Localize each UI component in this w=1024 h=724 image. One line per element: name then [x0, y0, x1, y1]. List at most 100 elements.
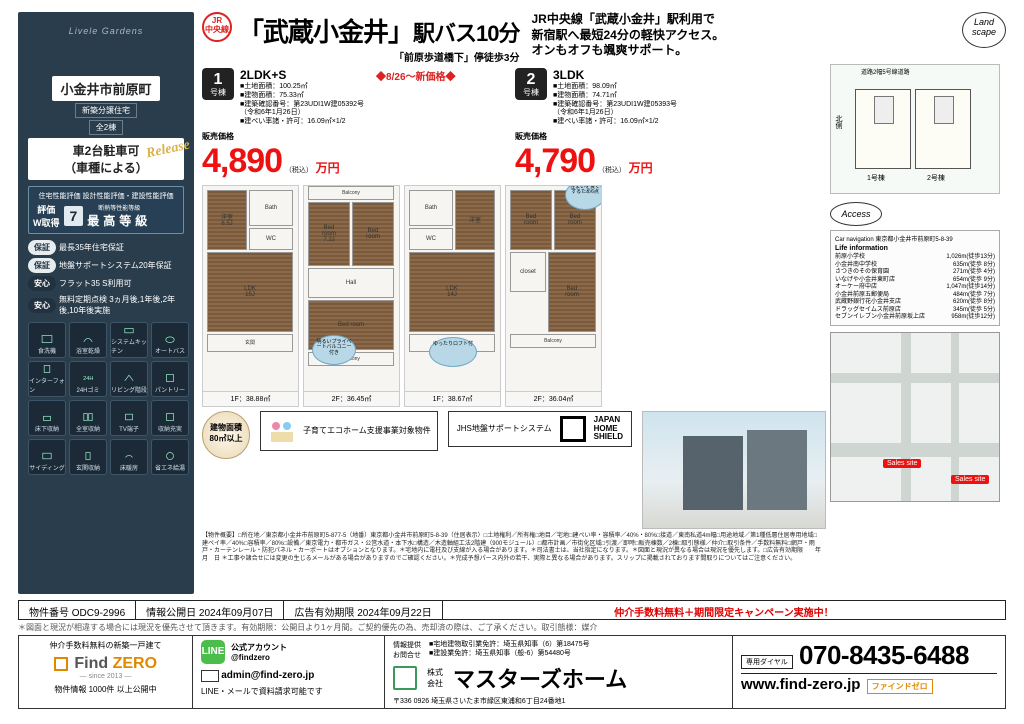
sidebar: Livele Gardens 小金井市前原町 新築分譲住宅 全2棟 車2台駐車可… [18, 12, 194, 594]
contact-note: LINE・メールで資料請求可能です [201, 686, 376, 697]
right-column: 道路2幅5号線道路 1号棟 2号棟 北側 Access Car navigati… [830, 64, 1006, 564]
area-circle-badge: 建物面積 80㎡以上 [202, 411, 250, 459]
lifeinfo-row: オーケー府中店1,047m(徒歩14分) [835, 284, 995, 292]
eco-home-box: 子育てエコホーム支援事業対象物件 [260, 411, 438, 451]
feature-icon: 全室収納 [69, 400, 107, 436]
header: JR 中央線 「武蔵小金井」駅バス10分 「前原歩道橋下」停徒歩3分 JR中央線… [202, 12, 1006, 64]
brand-logo: Livele Gardens [26, 26, 186, 36]
jr-line-badge: JR 中央線 [202, 12, 232, 42]
north-label: 北側 [833, 115, 843, 129]
badge-sub2: 全2棟 [89, 120, 123, 135]
company-name: マスターズホーム [453, 662, 627, 694]
feature-icon: システムキッチン [110, 322, 148, 358]
lifeinfo-row: いなげや小金井東町店654m(徒歩 9分) [835, 277, 995, 285]
plan-bubble: 明るいプライベートバルコニー付き [312, 335, 356, 365]
warranty-row-3: 安心無料定期点検 3ヵ月後,1年後,2年後,10年後実施 [28, 294, 184, 316]
floorplan-1f-unit1: 洋室6.5J Bath WC LDK15J 玄関 Loft 1F：38.88㎡ [202, 185, 299, 407]
property-id: 物件番号 ODC9-2996 [19, 601, 136, 619]
footer-phone: 専用ダイヤル 070-8435-6488 www.find-zero.jp ファ… [733, 636, 1005, 708]
warranty-row-1: 保証地盤サポートシステム20年保証 [28, 258, 184, 273]
price-row: 販売価格 4,890 （税込） 万円 [202, 131, 513, 181]
life-info-box: Car navigation 東京都小金井市前原町5-8-39 Life inf… [830, 230, 1000, 326]
eval-caption: 住宅性能評価 設計性能評価・建設性能評価 [33, 191, 179, 201]
unit-spec: 3LDK ■土地面積：98.09㎡ ■建物面積：74.71㎡ ■建築確認番号：第… [553, 68, 677, 127]
unit-ldk: 3LDK [553, 68, 677, 83]
expiry-date: 広告有効期限 2024年09月22日 [284, 601, 442, 619]
parking-line2: （車種による） [64, 161, 148, 175]
unit-1: 1号棟 2LDK+S ■土地面積：100.25㎡ ■建物面積：75.33㎡ ■建… [202, 68, 513, 181]
unit-number-badge: 1号棟 [202, 68, 234, 100]
footer-findzero: 仲介手数料無料の新築一戸建て Find ZERO — since 2013 — … [19, 636, 193, 708]
feature-icon: 玄関収納 [69, 439, 107, 475]
pill-tag: 保証 [28, 258, 56, 273]
promo-text: 仲介手数料無料＋期間限定キャンペーン実施中！ [443, 601, 1005, 619]
plan-bubble: ゆったりロフト付 [429, 337, 477, 367]
family-icon [267, 416, 297, 446]
new-price-tag: ◆8/26〜新価格◆ [376, 68, 455, 83]
plan-area: 2F：36.04㎡ [506, 391, 601, 406]
floorplans-row: 洋室6.5J Bath WC LDK15J 玄関 Loft 1F：38.88㎡ … [202, 185, 826, 407]
location-ribbon: 小金井市前原町 [52, 76, 159, 101]
findzero-logo: Find ZERO [27, 655, 184, 673]
units-row: 1号棟 2LDK+S ■土地面積：100.25㎡ ■建物面積：75.33㎡ ■建… [202, 68, 826, 181]
svg-text:24H: 24H [83, 376, 93, 382]
feature-icon: 床暖房 [110, 439, 148, 475]
fz-tagline: 仲介手数料無料の新築一戸建て [27, 640, 184, 651]
pill-text: フラット35 S利用可 [59, 278, 184, 289]
pill-text: 地盤サポートシステム20年保証 [59, 260, 184, 271]
fz-since: — since 2013 — [27, 673, 184, 680]
company-address: 〒336 0926 埼玉県さいたま市緑区東浦和6丁目24番地1 [393, 696, 724, 706]
unit-number-badge: 2号棟 [515, 68, 547, 100]
map-sales-pin: Sales site [951, 475, 989, 484]
unit-spec: 2LDK+S ■土地面積：100.25㎡ ■建物面積：75.33㎡ ■建築確認番… [240, 68, 364, 127]
road-label: 道路2幅5号線道路 [861, 67, 910, 76]
lifeinfo-row: セブンイレブン小金井前原坂上店958m(徒歩12分) [835, 314, 995, 322]
provider-label: 情報提供 お問合せ [393, 640, 421, 660]
pill-text: 最長35年住宅保証 [59, 242, 184, 253]
price-value: 4,790 [515, 142, 595, 180]
lot-label-2: 2号棟 [927, 173, 945, 183]
eval-rank-number: 7 [64, 206, 84, 226]
company-mark-icon [393, 666, 417, 690]
landscape-bubble: Land scape [962, 12, 1006, 48]
feature-icon: オートバス [151, 322, 189, 358]
license-info: ■宅地建物取引業免許：埼玉県知事（6）第18475号 ■建設業免許：埼玉県知事（… [429, 640, 590, 660]
lifeinfo-title: Life information [835, 245, 995, 252]
footer: 仲介手数料無料の新築一戸建て Find ZERO — since 2013 — … [18, 635, 1006, 709]
station-block: 「武蔵小金井」駅バス10分 「前原歩道橋下」停徒歩3分 [238, 12, 520, 64]
plan-area: 1F：38.67㎡ [405, 391, 500, 406]
feature-icon: 省エネ給湯 [151, 439, 189, 475]
price-value: 4,890 [202, 142, 282, 180]
access-copy: JR中央線「武蔵小金井」駅利用で 新宿駅へ最短24分の軽快アクセス。 オンもオフ… [532, 12, 725, 59]
footer-company: 情報提供 お問合せ ■宅地建物取引業免許：埼玉県知事（6）第18475号 ■建設… [385, 636, 733, 708]
unit-2: 2号棟 3LDK ■土地面積：98.09㎡ ■建物面積：74.71㎡ ■建築確認… [515, 68, 826, 181]
feature-icon: インターフォン [28, 361, 66, 397]
station-sub: 「前原歩道橋下」停徒歩3分 [238, 49, 520, 64]
jhs-mark-icon [560, 416, 586, 442]
dial-label: 専用ダイヤル [741, 655, 793, 669]
feature-icon: 食洗機 [28, 322, 66, 358]
pill-tag: 保証 [28, 240, 56, 255]
feature-icon: パントリー [151, 361, 189, 397]
mail-icon [201, 670, 219, 682]
map-sales-pin: Sales site [883, 459, 921, 468]
fz-count: 物件情報 1000件 以上公開中 [27, 684, 184, 695]
pill-text: 無料定期点検 3ヵ月後,1年後,2年後,10年後実施 [59, 294, 184, 316]
unit-ldk: 2LDK+S [240, 68, 364, 83]
feature-icon: サイディング [28, 439, 66, 475]
house-icon [54, 657, 68, 671]
feature-icon: TV端子 [110, 400, 148, 436]
lifeinfo-row: 小金井南中学校635m(徒歩 8分) [835, 262, 995, 270]
search-pill: ファインドゼロ [867, 679, 933, 694]
feature-icon: リビング階段 [110, 361, 148, 397]
lot-label-1: 1号棟 [867, 173, 885, 183]
floorplan-2f-unit1: Balcony Bedroom7.2J Bedroom Hall Bed roo… [303, 185, 400, 407]
email-address: admin@find-zero.jp [221, 670, 314, 681]
price-row: 販売価格 4,790 （税込） 万円 [515, 131, 826, 181]
eval-rank-text: 最高等級 [87, 212, 151, 229]
phone-number: 070-8435-6488 [799, 640, 969, 670]
access-bubble: Access [830, 202, 882, 226]
parking-note: 車2台駐車可 （車種による） [28, 138, 184, 180]
feature-icon: 浴室乾燥 [69, 322, 107, 358]
jhs-box: JHS地盤サポートシステム JAPAN HOME SHIELD [448, 411, 632, 447]
